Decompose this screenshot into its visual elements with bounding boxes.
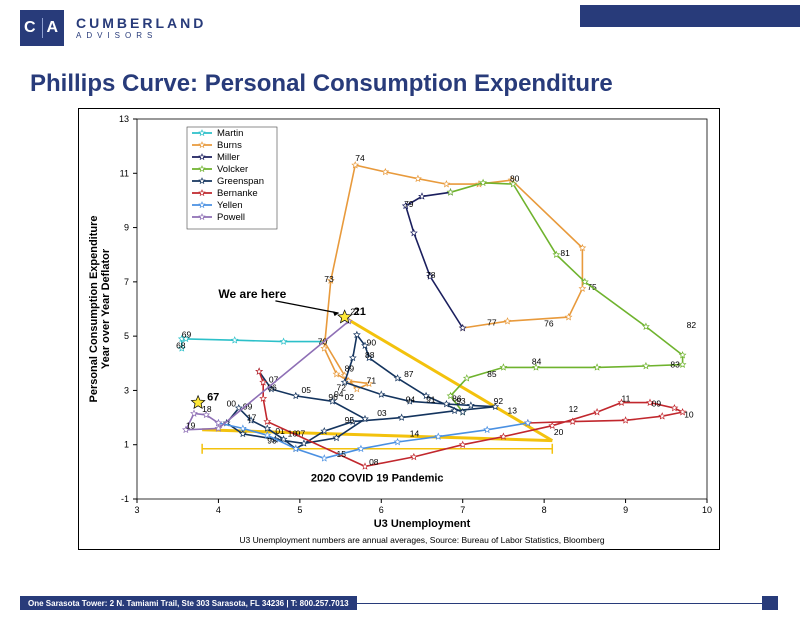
svg-text:03: 03 <box>377 408 387 418</box>
svg-text:1: 1 <box>124 440 129 450</box>
svg-text:19: 19 <box>186 420 196 430</box>
brand-sub: ADVISORS <box>76 32 206 40</box>
svg-text:94: 94 <box>406 395 416 405</box>
header-accent-bar <box>580 5 800 27</box>
footer: One Sarasota Tower: 2 N. Tamiami Trail, … <box>0 596 800 610</box>
svg-text:85: 85 <box>487 369 497 379</box>
svg-text:09: 09 <box>652 399 662 409</box>
svg-text:80: 80 <box>510 173 520 183</box>
svg-text:Yellen: Yellen <box>217 200 243 211</box>
footer-accent-square <box>762 596 778 610</box>
svg-text:13: 13 <box>508 406 518 416</box>
svg-text:79: 79 <box>404 199 414 209</box>
footer-address: One Sarasota Tower: 2 N. Tamiami Trail, … <box>20 596 357 610</box>
svg-text:3: 3 <box>124 385 129 395</box>
page-title: Phillips Curve: Personal Consumption Exp… <box>30 70 613 98</box>
svg-text:Year over Year Deflator: Year over Year Deflator <box>100 248 112 369</box>
svg-text:4: 4 <box>216 505 221 515</box>
svg-text:93: 93 <box>456 396 466 406</box>
svg-text:04: 04 <box>334 389 344 399</box>
svg-text:Miller: Miller <box>217 152 240 163</box>
brand-name: CUMBERLAND <box>76 15 206 31</box>
svg-text:00: 00 <box>227 399 237 409</box>
svg-text:77: 77 <box>487 317 497 327</box>
svg-text:U3 Unemployment numbers are an: U3 Unemployment numbers are annual avera… <box>239 535 604 545</box>
svg-text:67: 67 <box>207 392 219 404</box>
header: CA CUMBERLAND ADVISORS <box>0 0 800 52</box>
svg-text:9: 9 <box>623 505 628 515</box>
svg-text:12: 12 <box>569 404 579 414</box>
svg-text:05: 05 <box>301 385 311 395</box>
svg-text:71: 71 <box>367 376 377 386</box>
svg-text:82: 82 <box>687 320 697 330</box>
svg-text:18: 18 <box>202 404 212 414</box>
svg-text:3: 3 <box>134 505 139 515</box>
svg-text:02: 02 <box>345 392 355 402</box>
svg-text:11: 11 <box>120 168 129 178</box>
svg-text:74: 74 <box>355 153 365 163</box>
svg-text:84: 84 <box>532 357 542 367</box>
svg-text:88: 88 <box>365 350 375 360</box>
svg-text:2020 COVID 19 Pandemic: 2020 COVID 19 Pandemic <box>311 472 444 484</box>
svg-text:73: 73 <box>324 274 334 284</box>
svg-text:69: 69 <box>182 330 192 340</box>
svg-text:Personal Consumption Expenditu: Personal Consumption Expenditure <box>88 215 100 402</box>
svg-text:14: 14 <box>410 429 420 439</box>
svg-text:Volcker: Volcker <box>217 164 248 175</box>
svg-text:U3 Unemployment: U3 Unemployment <box>374 518 471 530</box>
svg-text:Martin: Martin <box>217 128 243 139</box>
svg-text:90: 90 <box>367 338 377 348</box>
svg-text:10: 10 <box>684 410 694 420</box>
svg-text:76: 76 <box>544 319 554 329</box>
svg-text:8: 8 <box>542 505 547 515</box>
logo-mark: CA <box>20 10 64 46</box>
svg-text:13: 13 <box>119 114 129 124</box>
svg-text:Burns: Burns <box>217 140 242 151</box>
logo: CA CUMBERLAND ADVISORS <box>20 10 206 46</box>
svg-text:78: 78 <box>426 270 436 280</box>
svg-text:11: 11 <box>622 393 631 403</box>
svg-text:Bernanke: Bernanke <box>217 188 258 199</box>
svg-text:20: 20 <box>554 427 564 437</box>
svg-text:10: 10 <box>702 505 712 515</box>
phillips-curve-chart: 345678910-1135791113U3 UnemploymentPerso… <box>78 108 720 550</box>
svg-text:08: 08 <box>369 457 379 467</box>
svg-text:95: 95 <box>345 415 355 425</box>
svg-text:Powell: Powell <box>217 212 245 223</box>
svg-text:16: 16 <box>288 429 298 439</box>
svg-text:9: 9 <box>124 223 129 233</box>
svg-text:We are here: We are here <box>218 287 286 301</box>
svg-text:83: 83 <box>670 359 680 369</box>
svg-text:7: 7 <box>124 277 129 287</box>
svg-text:-1: -1 <box>121 494 129 504</box>
svg-text:81: 81 <box>560 248 570 258</box>
svg-text:5: 5 <box>297 505 302 515</box>
svg-text:Greenspan: Greenspan <box>217 176 264 187</box>
svg-text:92: 92 <box>494 396 504 406</box>
svg-text:91: 91 <box>426 395 436 405</box>
svg-text:5: 5 <box>124 331 129 341</box>
svg-text:6: 6 <box>379 505 384 515</box>
svg-text:87: 87 <box>404 369 414 379</box>
svg-text:17: 17 <box>247 412 257 422</box>
svg-text:15: 15 <box>337 449 347 459</box>
logo-text: CUMBERLAND ADVISORS <box>76 16 206 40</box>
svg-text:68: 68 <box>176 340 186 350</box>
svg-text:21: 21 <box>354 306 366 318</box>
svg-text:89: 89 <box>345 363 355 373</box>
svg-text:7: 7 <box>460 505 465 515</box>
page: CA CUMBERLAND ADVISORS Phillips Curve: P… <box>0 0 800 618</box>
